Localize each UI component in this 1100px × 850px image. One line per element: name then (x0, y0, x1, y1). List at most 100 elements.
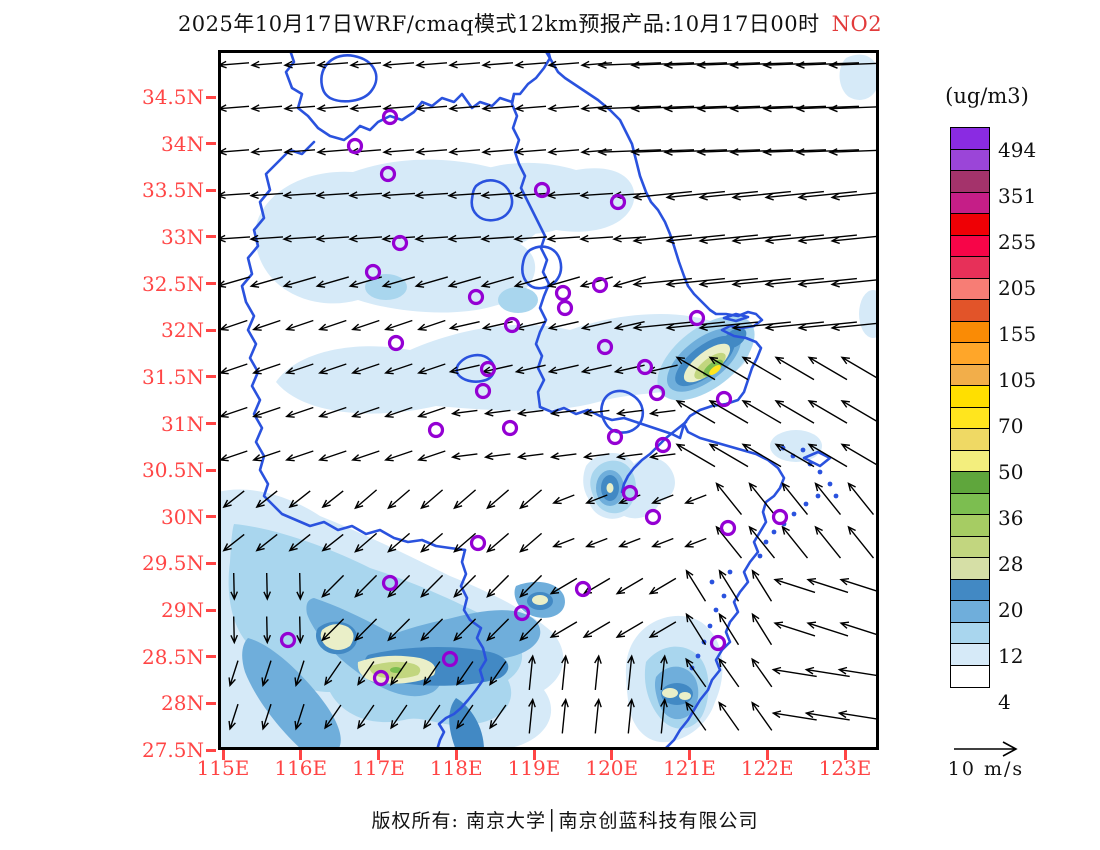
wind-arrow (318, 450, 347, 462)
wind-arrow (549, 452, 577, 461)
colorbar-cell (950, 535, 990, 559)
colorbar-cell (950, 170, 990, 193)
wind-arrow (288, 490, 311, 509)
wind-arrow (773, 621, 816, 637)
wind-arrow (283, 60, 316, 69)
city-marker (636, 358, 654, 376)
plot-title: 2025年10月17日WRF/cmaq模式12km预报产品:10月17日00时 N… (0, 8, 1060, 38)
city-marker (381, 574, 399, 592)
wind-arrow (580, 147, 613, 156)
wind-arrow (448, 60, 481, 69)
wind-arrow (804, 710, 850, 721)
wind-arrow (528, 697, 536, 734)
wind-arrow (228, 660, 239, 688)
wind-arrow (384, 363, 413, 375)
wind-arrow (390, 704, 408, 730)
wind-arrow (294, 660, 305, 688)
colorbar-cell (950, 621, 990, 645)
city-marker (387, 334, 405, 352)
wind-arrow (349, 60, 382, 69)
wind-arrow (804, 666, 850, 678)
island-dot (815, 493, 821, 499)
wind-arrow (423, 661, 441, 686)
wind-arrow (597, 61, 662, 69)
lat-tick-label: 28.5N (141, 644, 204, 669)
lon-tick-label: 115E (196, 756, 250, 780)
wind-arrow (288, 533, 311, 552)
lon-tick-mark (454, 750, 458, 760)
lat-tick-label: 30.5N (141, 458, 204, 483)
city-marker (441, 650, 459, 668)
wind-arrow (384, 450, 413, 462)
wind-arrow (255, 490, 278, 509)
island-dot (817, 469, 823, 475)
wind-arrow (807, 356, 848, 381)
wind-arrow (684, 494, 707, 505)
island-dot (833, 493, 839, 499)
lat-tick-mark (206, 655, 216, 659)
city-marker (609, 193, 627, 211)
wind-arrow (685, 612, 707, 646)
lon-tick-mark (688, 750, 691, 760)
wind-arrow (456, 661, 474, 686)
wind-arrow (795, 61, 860, 69)
colorbar-cell (950, 320, 990, 344)
wind-arrow (219, 319, 248, 331)
wind-arrow (453, 574, 477, 598)
wind-arrow (663, 61, 728, 69)
wind-arrow (354, 574, 378, 598)
wind-arrow (447, 191, 482, 200)
colorbar-cell (950, 234, 990, 258)
lat-tick-label: 31N (161, 411, 204, 436)
contour-fill (606, 483, 614, 493)
lat-tick-label: 29N (161, 598, 204, 623)
wind-arrow (549, 621, 578, 638)
contour-fill (390, 667, 402, 673)
wind-arrow (349, 104, 382, 113)
wind-arrow (630, 148, 695, 156)
wind-arrow (351, 450, 380, 462)
wind-arrow (665, 277, 725, 288)
lat-tick-label: 33.5N (141, 178, 204, 203)
wind-arrow (294, 703, 305, 731)
lat-tick-mark (206, 515, 216, 519)
wind-arrow (219, 363, 248, 375)
wind-arrow (423, 704, 441, 730)
wind-arrow (797, 190, 857, 201)
wind-arrow (579, 191, 614, 200)
city-marker (503, 316, 521, 334)
lon-tick-mark (221, 750, 225, 760)
wind-arrow (481, 60, 514, 69)
city-marker (469, 534, 487, 552)
colorbar-level-label: 20 (998, 598, 1024, 622)
wind-arrow (741, 356, 782, 381)
wind-arrow (381, 276, 415, 288)
wind-arrow (696, 104, 761, 113)
wind-arrow (285, 450, 314, 462)
wind-arrow (249, 276, 283, 288)
wind-arrow (261, 660, 272, 688)
wind-arrow (282, 276, 316, 288)
wind-arrow (729, 148, 794, 156)
lat-tick-label: 30N (161, 504, 204, 529)
wind-arrow (382, 147, 415, 156)
wind-arrow (453, 489, 477, 510)
wind-arrow (698, 321, 758, 332)
city-marker (479, 360, 497, 378)
colorbar-cell (950, 213, 990, 236)
wind-arrow (698, 277, 758, 288)
city-marker (364, 263, 382, 281)
wind-arrow (580, 104, 613, 113)
wind-arrow (514, 104, 547, 113)
wind-arrow (357, 704, 375, 730)
wind-arrow (546, 276, 580, 288)
city-marker (279, 631, 297, 649)
wind-arrow (814, 525, 842, 559)
colorbar-cell (950, 127, 990, 150)
island-dot (803, 501, 809, 507)
province-boundary (620, 420, 688, 494)
wind-arrow (417, 406, 446, 418)
wind-arrow (552, 537, 575, 548)
wind-arrow (632, 234, 692, 245)
